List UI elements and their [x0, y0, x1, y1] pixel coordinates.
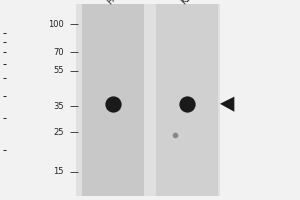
Text: 15: 15 [53, 167, 64, 176]
Text: 25: 25 [53, 128, 64, 137]
Text: 100: 100 [48, 20, 64, 29]
Bar [82, 4, 144, 196]
Bar [76, 4, 220, 196]
Text: 70: 70 [53, 48, 64, 57]
Point [172, 134, 177, 137]
Text: K562: K562 [179, 0, 200, 6]
Text: HT-1080: HT-1080 [105, 0, 136, 6]
Point [184, 102, 189, 105]
Point [111, 102, 116, 105]
Text: 55: 55 [53, 66, 64, 75]
Text: 35: 35 [53, 102, 64, 111]
Polygon shape [220, 97, 234, 112]
Bar [156, 4, 218, 196]
